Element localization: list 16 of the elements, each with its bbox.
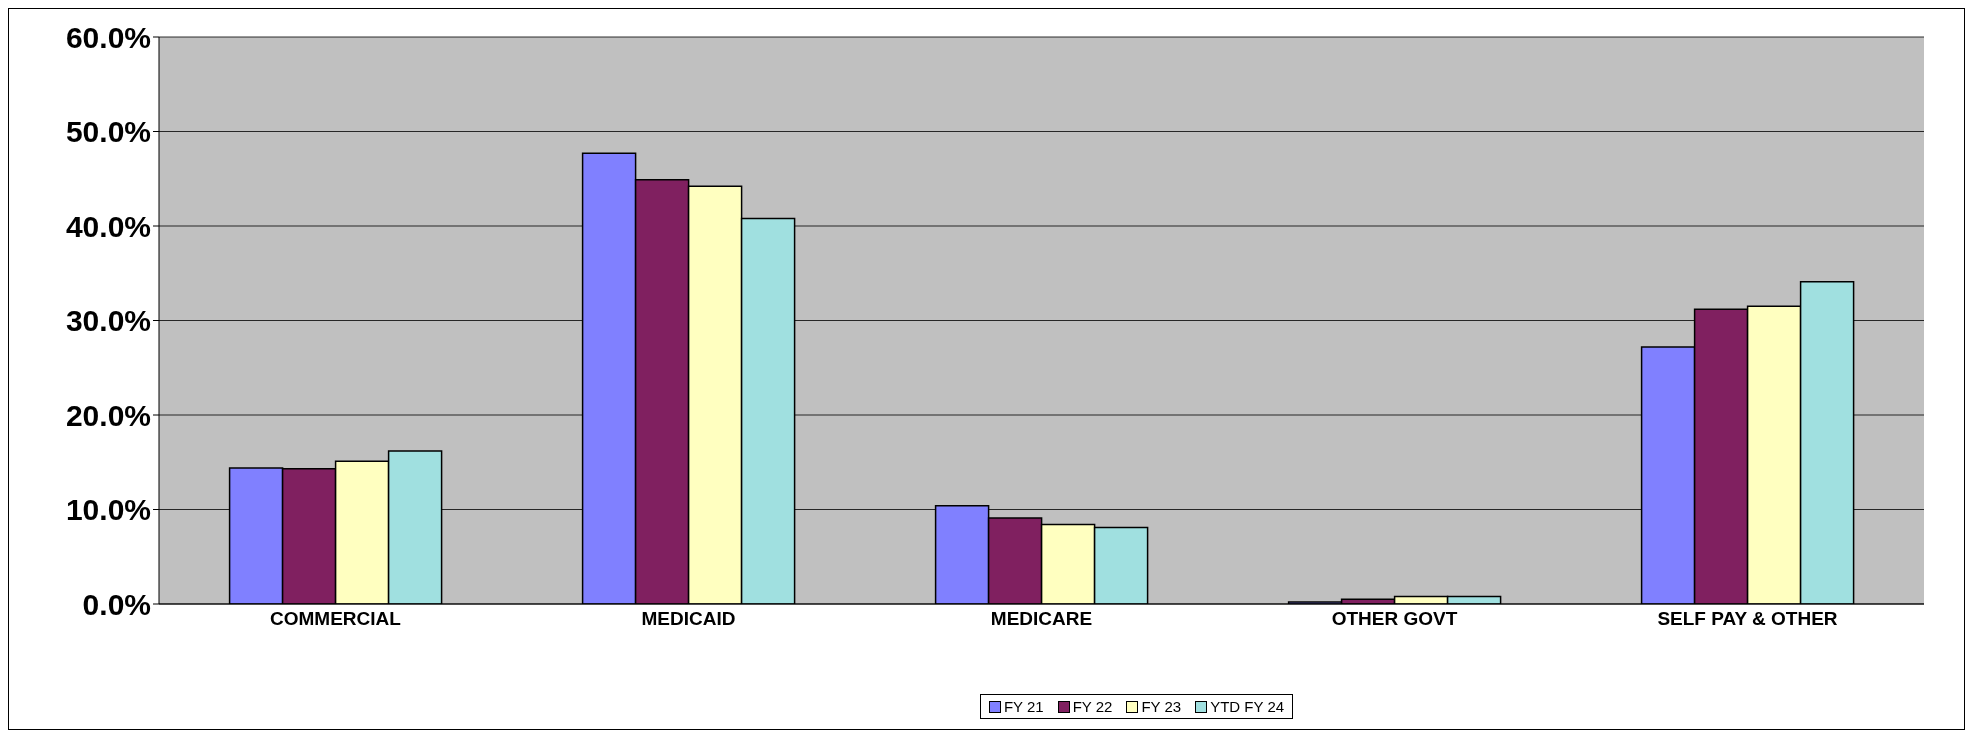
legend-label: FY 22	[1071, 698, 1113, 715]
legend-label: YTD FY 24	[1209, 698, 1285, 715]
x-tick-label: MEDICARE	[990, 608, 1093, 630]
x-tick-label: OTHER GOVT	[1331, 608, 1458, 630]
legend-label: FY 21	[1002, 698, 1044, 715]
y-tick-label: 10.0%	[65, 493, 151, 527]
y-tick-label: 60.0%	[65, 20, 151, 54]
y-tick-label: 20.0%	[65, 398, 151, 432]
y-tick-label: 30.0%	[65, 304, 151, 338]
x-tick-label: COMMERCIAL	[270, 608, 402, 630]
legend-label: FY 23	[1140, 698, 1182, 715]
y-tick-label: 0.0%	[82, 587, 151, 621]
y-tick-label: 40.0%	[65, 209, 151, 243]
x-tick-label: MEDICAID	[641, 608, 736, 630]
x-tick-label: SELF PAY & OTHER	[1657, 608, 1838, 630]
y-tick-label: 50.0%	[65, 115, 151, 149]
